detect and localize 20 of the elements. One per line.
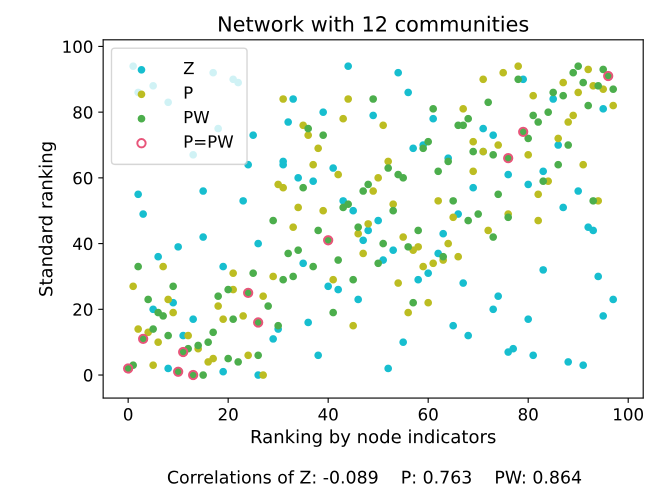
y-tick-label: 0 bbox=[84, 368, 92, 382]
y-axis-title: Standard ranking bbox=[38, 142, 56, 296]
y-tick-label: 100 bbox=[63, 40, 92, 53]
x-tick-label: 40 bbox=[318, 408, 338, 421]
y-tick-label: 20 bbox=[73, 303, 92, 316]
x-tick-label: 80 bbox=[518, 408, 538, 421]
x-tick-label: 100 bbox=[614, 408, 643, 421]
legend-label: PW bbox=[184, 110, 210, 124]
legend-label: P=PW bbox=[184, 135, 234, 148]
legend-label: Z bbox=[184, 62, 194, 74]
y-tick-label: 60 bbox=[73, 172, 92, 184]
x-axis-title: Ranking by node indicators bbox=[252, 429, 496, 447]
chart-title: Network with 12 communities bbox=[219, 16, 528, 32]
y-tick-label: 80 bbox=[73, 106, 92, 119]
text: Correlations of Z: -0.089 P: 0.763 PW: 0.864 bbox=[168, 470, 582, 484]
x-tick-label: 60 bbox=[418, 408, 438, 421]
y-tick-label: 40 bbox=[73, 238, 92, 250]
x-tick-label: 0 bbox=[124, 408, 132, 421]
x-tick-label: 20 bbox=[218, 408, 238, 421]
legend-label: P bbox=[184, 86, 193, 99]
